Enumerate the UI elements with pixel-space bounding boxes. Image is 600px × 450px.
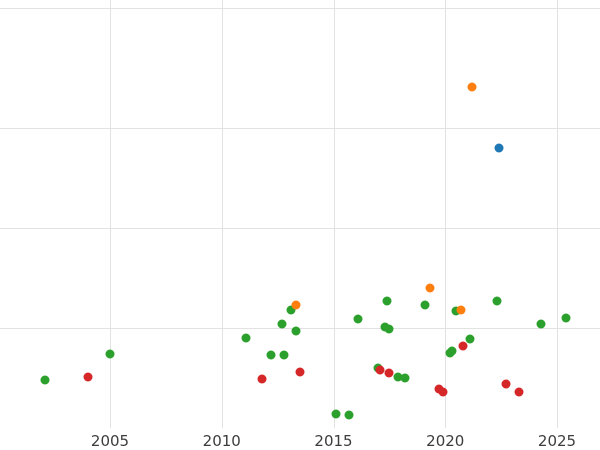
data-point-green (344, 410, 354, 420)
data-point-blue (494, 143, 504, 153)
gridline-vertical (557, 0, 558, 428)
gridline-vertical (110, 0, 111, 428)
data-point-red (257, 374, 267, 384)
data-point-green (105, 349, 115, 359)
data-point-green (492, 296, 502, 306)
gridline-vertical (445, 0, 447, 428)
gridline-horizontal (0, 8, 600, 9)
data-point-green (384, 324, 394, 334)
data-point-green (400, 373, 410, 383)
data-point-green (382, 296, 392, 306)
data-point-red (375, 365, 385, 375)
data-point-green (266, 350, 276, 360)
data-point-green (286, 305, 296, 315)
x-tick-label: 2020 (426, 432, 465, 450)
data-point-green (40, 375, 50, 385)
data-point-orange (425, 283, 435, 293)
data-point-green (279, 350, 289, 360)
gridline-vertical (221, 0, 223, 428)
data-point-green (420, 300, 430, 310)
data-point-green (561, 313, 571, 323)
data-point-red (384, 368, 394, 378)
data-point-green (241, 333, 251, 343)
data-point-red (295, 367, 305, 377)
data-point-red (514, 387, 524, 397)
data-point-green (465, 334, 475, 344)
x-tick-label: 2015 (314, 432, 353, 450)
data-point-red (458, 341, 468, 351)
data-point-green (331, 409, 341, 419)
data-point-red (501, 379, 511, 389)
data-point-red (83, 372, 93, 382)
data-point-red (438, 387, 448, 397)
data-point-orange (456, 305, 466, 315)
data-point-orange (291, 300, 300, 310)
data-point-green (447, 346, 457, 356)
gridline-horizontal (0, 328, 600, 329)
data-point-green (393, 372, 403, 382)
data-point-green (277, 319, 287, 329)
data-point-green (291, 326, 300, 336)
x-tick-label: 2010 (202, 432, 241, 450)
x-tick-label: 2025 (537, 432, 577, 450)
gridline-horizontal (0, 228, 600, 229)
gridline-horizontal (0, 128, 600, 129)
data-point-orange (467, 82, 477, 92)
x-tick-label: 2005 (90, 432, 130, 450)
data-point-green (536, 319, 546, 329)
gridline-vertical (333, 0, 335, 428)
data-point-green (353, 314, 363, 324)
